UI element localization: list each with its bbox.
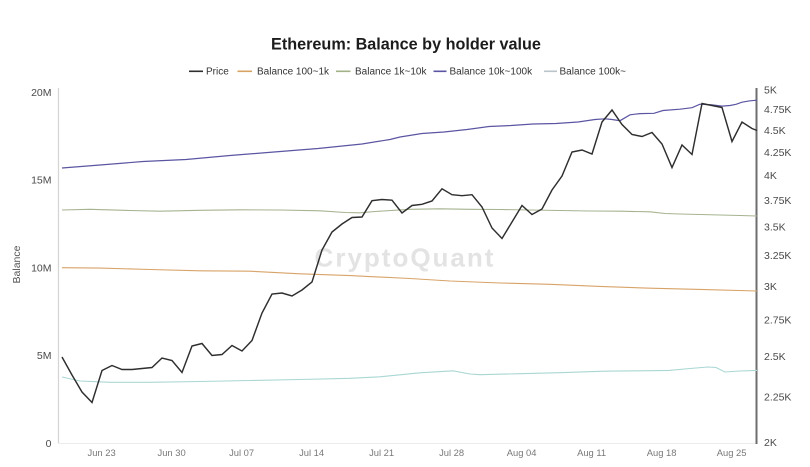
svg-text:Jun 23: Jun 23 — [88, 447, 116, 458]
svg-text:Ethereum: Balance by holder va: Ethereum: Balance by holder value — [271, 36, 541, 54]
svg-text:3K: 3K — [764, 281, 777, 293]
svg-text:Aug 25: Aug 25 — [717, 447, 747, 458]
svg-text:2.5K: 2.5K — [764, 351, 786, 363]
svg-text:Jun 30: Jun 30 — [158, 447, 186, 458]
svg-text:Price: Price — [206, 66, 229, 77]
svg-text:2.75K: 2.75K — [764, 314, 791, 326]
svg-text:3.75K: 3.75K — [764, 195, 791, 207]
svg-text:Aug 11: Aug 11 — [577, 447, 606, 458]
svg-text:Balance 10k~100k: Balance 10k~100k — [450, 66, 534, 77]
svg-text:10M: 10M — [31, 263, 51, 275]
svg-text:Jul 14: Jul 14 — [299, 447, 324, 458]
svg-text:0: 0 — [46, 438, 52, 450]
svg-text:Balance: Balance — [11, 245, 23, 283]
svg-text:2.25K: 2.25K — [764, 392, 791, 404]
svg-text:5K: 5K — [764, 84, 777, 96]
svg-text:CryptoQuant: CryptoQuant — [315, 243, 496, 273]
svg-text:4.25K: 4.25K — [764, 147, 791, 159]
svg-text:4K: 4K — [764, 170, 777, 182]
svg-text:Balance 1k~10k: Balance 1k~10k — [355, 66, 427, 77]
svg-text:5M: 5M — [37, 350, 52, 362]
svg-text:Jul 21: Jul 21 — [369, 447, 394, 458]
svg-text:3.25K: 3.25K — [764, 250, 791, 262]
svg-text:Jul 07: Jul 07 — [229, 447, 254, 458]
svg-text:Jul 28: Jul 28 — [439, 447, 464, 458]
svg-text:15M: 15M — [31, 175, 51, 187]
svg-text:Balance 100k~: Balance 100k~ — [560, 66, 627, 77]
svg-text:Balance 100~1k: Balance 100~1k — [257, 66, 330, 77]
svg-text:Aug 04: Aug 04 — [507, 447, 537, 458]
svg-text:4.75K: 4.75K — [764, 104, 791, 116]
svg-text:4.5K: 4.5K — [764, 125, 786, 137]
svg-text:2K: 2K — [764, 437, 777, 449]
svg-text:20M: 20M — [31, 87, 51, 99]
svg-text:3.5K: 3.5K — [764, 222, 786, 234]
svg-text:Aug 18: Aug 18 — [647, 447, 677, 458]
